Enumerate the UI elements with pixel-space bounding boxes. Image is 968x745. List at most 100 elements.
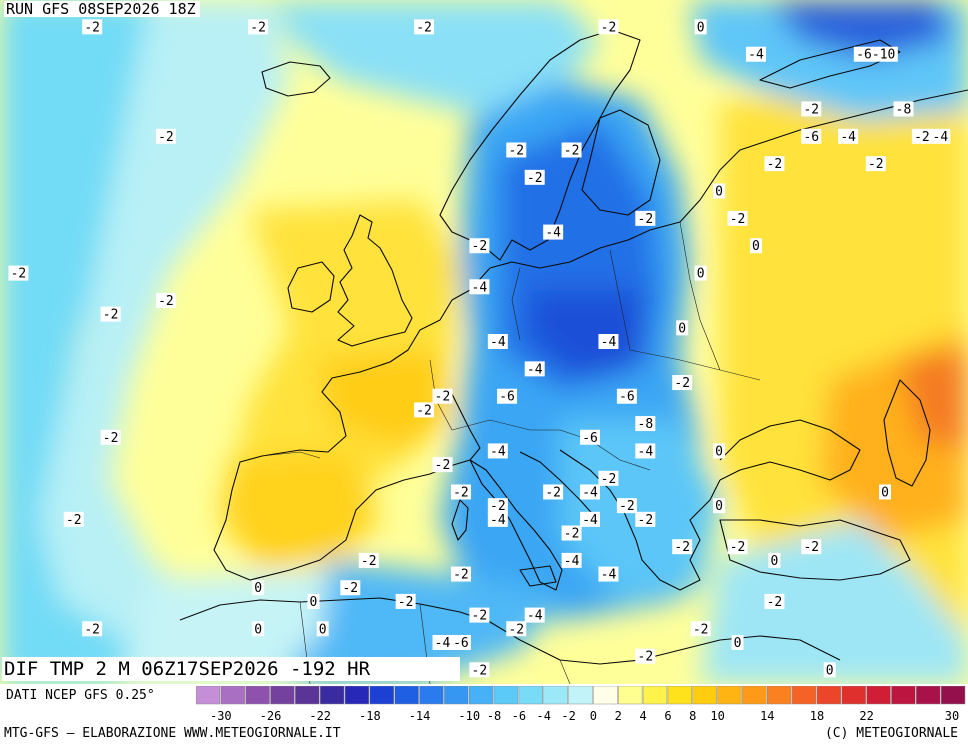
contour-label-text: -2 (158, 130, 174, 145)
contour-label-box (506, 621, 527, 637)
contour-label: -4 (432, 634, 453, 651)
contour-label-text: -4 (582, 513, 598, 528)
contour-label-box (469, 279, 490, 295)
contour-label: -2 (616, 498, 637, 514)
contour-label-text: -2 (638, 650, 654, 665)
color-scale-tick-label: 2 (615, 709, 622, 723)
color-scale-swatch (493, 686, 519, 705)
contour-label-box (561, 525, 582, 541)
warm-field-north-africa (120, 570, 330, 684)
contour-label-box (358, 552, 379, 568)
contour-label: 0 (252, 621, 265, 637)
coast-ireland (287, 261, 335, 313)
contour-label: -2 (450, 566, 471, 583)
coast-turkey (719, 519, 911, 581)
contour-label-box (524, 361, 545, 377)
contour-label-box (713, 498, 726, 514)
contour-label-text: -2 (416, 20, 432, 35)
contour-label-box (580, 511, 601, 527)
contour-label: -2 (414, 19, 435, 35)
contour-label-box (100, 306, 121, 322)
contour-label: 0 (713, 498, 726, 514)
contour-label: -2 (450, 484, 471, 500)
contour-label-text: -4 (933, 130, 949, 145)
contour-label-text: -2 (638, 212, 654, 227)
color-scale-swatch (295, 686, 320, 705)
contour-label-text: -2 (545, 485, 561, 500)
warm-field-france (320, 350, 450, 450)
coast-finland (581, 109, 661, 216)
contour-label-box (879, 484, 892, 500)
contour-label-text: -2 (472, 239, 488, 254)
contour-label-text: -2 (416, 403, 432, 418)
contour-label-text: -2 (803, 540, 819, 555)
contour-label-text: -4 (490, 444, 506, 459)
colder-field-arctic (770, 0, 950, 60)
contour-label-text: -4 (545, 226, 561, 241)
contour-label: -2 (524, 169, 545, 186)
contour-label: -2 (764, 156, 785, 172)
color-scale-tick-labels: -30 -26 -22 -18 -14 -10 -8 -6 -4 -2 0 2 4 6 8 10 14 18 22 3… (210, 709, 959, 723)
contour-label: -4 (930, 128, 951, 145)
contour-label-text: -2 (453, 485, 469, 500)
contour-label-box (713, 183, 726, 199)
contour-label-box (252, 580, 265, 596)
color-scale-swatch (543, 686, 568, 705)
contour-label: 0 (823, 662, 836, 678)
contour-label: -4 (487, 511, 508, 528)
credit-left: MTG-GFS — ELABORAZIONE WWW.METEOGIORNALE… (4, 726, 341, 741)
contour-label-box (676, 320, 689, 336)
contour-label-box (694, 265, 707, 281)
contour-label: -2 (358, 552, 379, 569)
contour-label-box (469, 607, 490, 623)
contour-label: -6 (580, 429, 601, 446)
coast-sicily (519, 565, 557, 587)
color-scale-swatch (717, 686, 742, 705)
contour-label-box (252, 621, 265, 637)
contour-label-text: -2 (508, 143, 524, 158)
contour-label-text: -4 (601, 568, 617, 583)
color-scale-legend: -30 -26 -22 -18 -14 -10 -8 -6 -4 -2 0 2 4 6 8 10 14 18 22 3… (196, 686, 966, 723)
contour-label: -2 (635, 210, 656, 227)
contour-label-box (561, 142, 582, 158)
contour-label-box (727, 210, 748, 226)
contour-label-box (635, 648, 656, 664)
color-scale-swatch (245, 686, 270, 705)
contour-label: -2 (801, 101, 822, 117)
color-scale-swatch (270, 686, 295, 705)
cold-field-greenland (270, 0, 600, 120)
contour-label-box (82, 19, 103, 35)
contour-label-text: -6 (453, 636, 469, 651)
contour-label-text: -8 (638, 417, 654, 432)
contour-label-box (635, 210, 656, 226)
contour-label-text: -2 (472, 663, 488, 678)
contour-label-text: -4 (490, 513, 506, 528)
coast-great-britain (337, 214, 413, 347)
contour-label: -4 (598, 334, 619, 350)
contour-label: -2 (155, 292, 176, 309)
contour-label: -4 (487, 334, 508, 350)
contour-label-text: -2 (601, 472, 617, 487)
contour-label-text: -6 (619, 390, 635, 405)
contour-label: -2 (672, 375, 693, 391)
contour-label-box (616, 388, 637, 404)
contour-label-text: -4 (748, 48, 764, 63)
contour-label-box (598, 19, 619, 35)
contour-label-text: -6 (499, 390, 515, 405)
contour-value-labels: -2-2-2-2-2-2-2-2-2-2-2-2-2-2-2-2-2-2 -2-2… (8, 19, 951, 678)
contour-label: 0 (252, 580, 265, 596)
product-label: DIF TMP 2 M 06Z17SEP2026 -192 HR (2, 657, 460, 681)
contour-label-box (764, 593, 785, 609)
contour-label-text: 0 (319, 622, 327, 637)
contour-label: -2 (82, 621, 103, 637)
coast-balkans-greece (559, 449, 721, 591)
contour-label-text: -2 (361, 554, 377, 569)
contour-label-box (506, 142, 527, 158)
coast-north-africa (179, 597, 841, 665)
contour-label-box (635, 416, 656, 432)
contour-label-box (63, 511, 84, 527)
color-scale-tick-label: 22 (859, 709, 873, 723)
contour-label-box (524, 169, 545, 185)
contour-label-text: -2 (342, 581, 358, 596)
